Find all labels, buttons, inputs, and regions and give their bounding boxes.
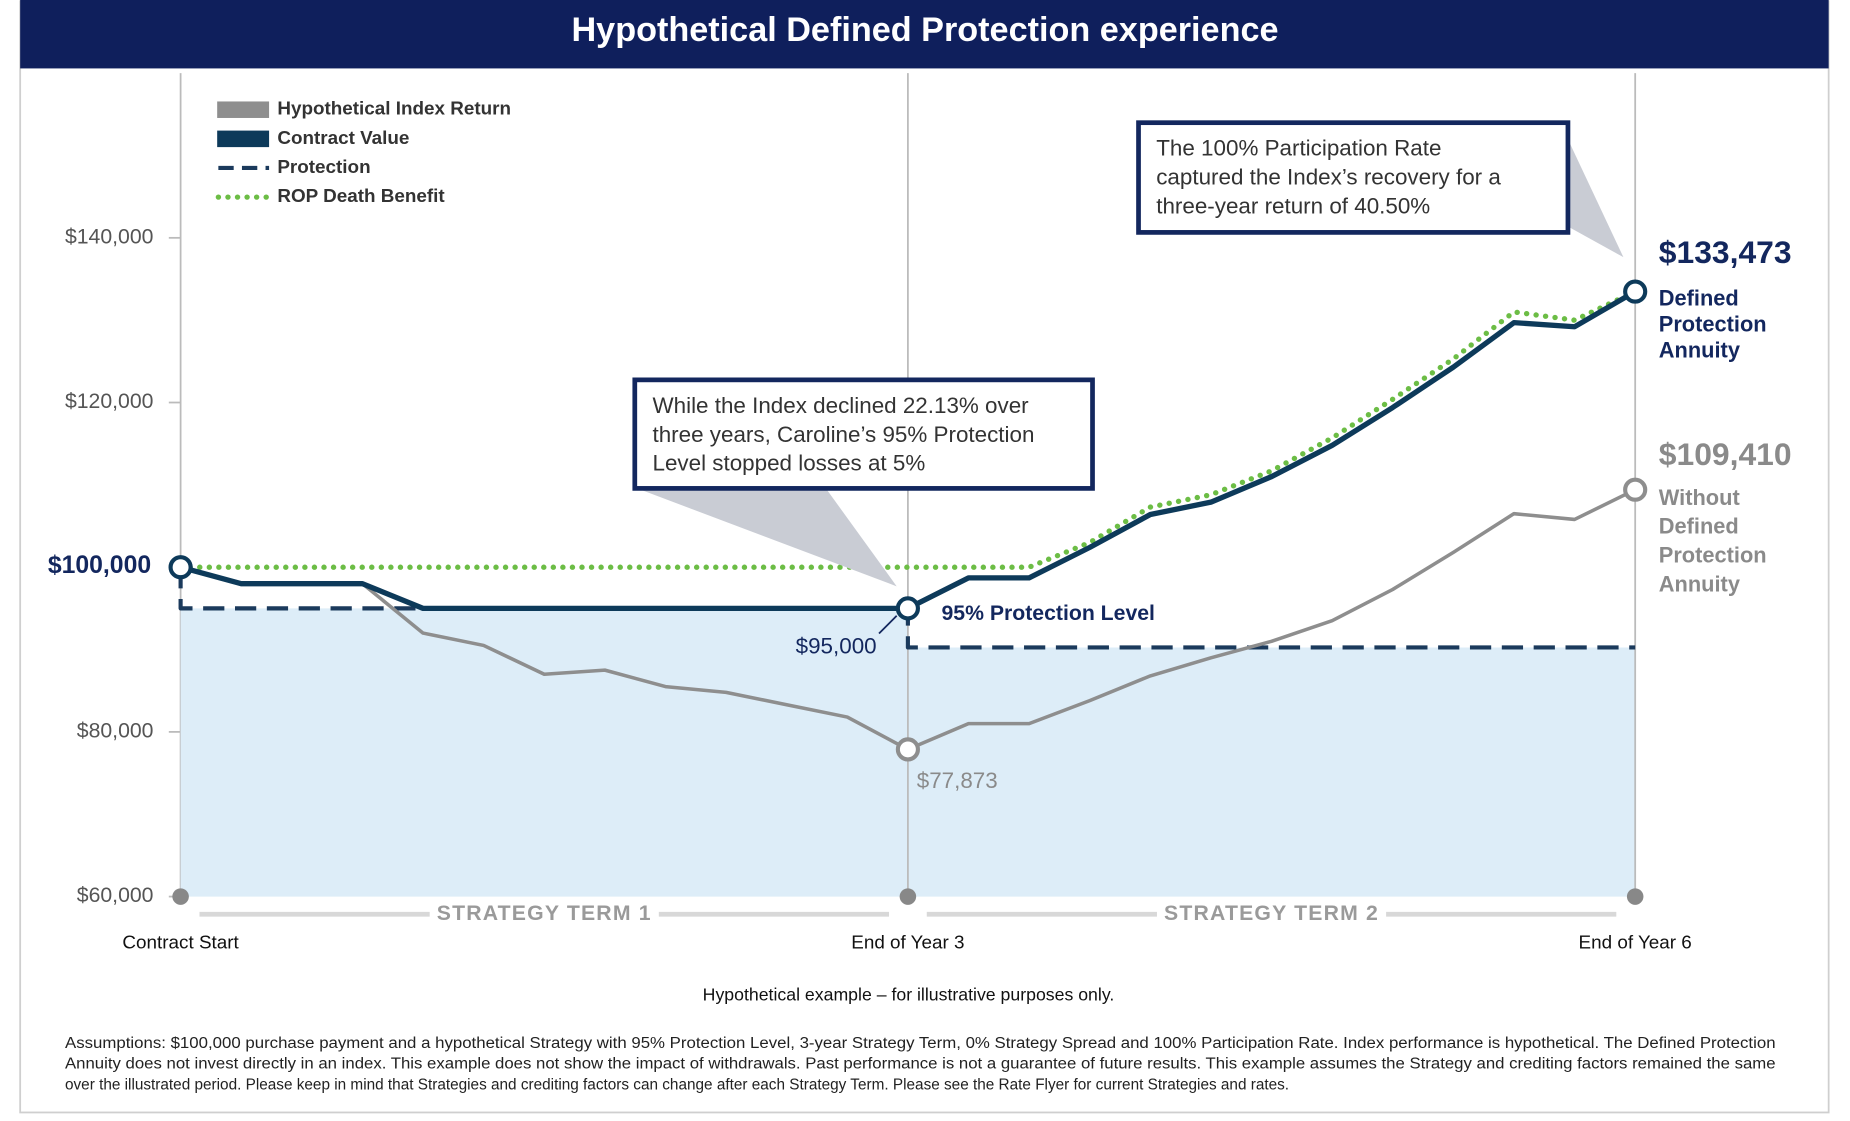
term-label-bg bbox=[1156, 901, 1387, 928]
point-marker bbox=[1623, 477, 1648, 502]
point-marker bbox=[1623, 279, 1648, 304]
value-label: $109,410 bbox=[1659, 436, 1792, 472]
callout-text: While the Index declined 22.13% over bbox=[652, 393, 1029, 418]
x-tick-label: End of Year 6 bbox=[1579, 932, 1692, 953]
series-description: Defined bbox=[1659, 285, 1739, 310]
term-label-bg bbox=[429, 901, 659, 928]
series-description: Protection bbox=[1659, 311, 1767, 336]
y-tick-label: $80,000 bbox=[77, 719, 154, 742]
callout-text: three-year return of 40.50% bbox=[1156, 194, 1430, 219]
callout-text: captured the Index’s recovery for a bbox=[1156, 165, 1501, 190]
series-description: Without bbox=[1659, 485, 1740, 510]
x-tick-dot bbox=[899, 888, 917, 905]
value-label: $77,873 bbox=[917, 768, 998, 793]
term-label: STRATEGY TERM 2 bbox=[1164, 902, 1379, 925]
legend-swatch bbox=[217, 101, 270, 118]
label-leader bbox=[878, 615, 898, 635]
x-tick-label: End of Year 3 bbox=[851, 932, 964, 953]
legend-label: Hypothetical Index Return bbox=[277, 98, 511, 119]
point-marker bbox=[895, 596, 920, 621]
assumption-line: over the illustrated period. Please keep… bbox=[65, 1076, 1289, 1093]
x-tick-label: Contract Start bbox=[122, 932, 239, 953]
legend-label: Protection bbox=[277, 156, 370, 177]
callout-box bbox=[1136, 120, 1571, 235]
series-description: Annuity bbox=[1659, 571, 1741, 596]
callout-text: The 100% Participation Rate bbox=[1156, 136, 1441, 161]
x-tick-dot bbox=[172, 888, 189, 905]
series-description: Defined bbox=[1659, 514, 1739, 539]
series-line bbox=[177, 288, 1638, 570]
callout-text: Level stopped losses at 5% bbox=[652, 451, 925, 476]
assumption-line: Assumptions: $100,000 purchase payment a… bbox=[65, 1035, 1776, 1052]
value-label: $133,473 bbox=[1659, 234, 1792, 270]
y-tick-label: $60,000 bbox=[77, 884, 154, 907]
legend-label: ROP Death Benefit bbox=[277, 185, 445, 206]
assumption-line: Annuity does not invest directly in an i… bbox=[65, 1056, 1776, 1073]
protection-label: 95% Protection Level bbox=[942, 602, 1155, 625]
callout-box bbox=[632, 377, 1095, 491]
legend-swatch bbox=[217, 130, 270, 148]
point-marker bbox=[895, 737, 920, 762]
value-label: $100,000 bbox=[48, 552, 151, 579]
x-tick-dot bbox=[1626, 888, 1644, 905]
legend-label: Contract Value bbox=[277, 127, 409, 148]
note: Hypothetical example – for illustrative … bbox=[703, 984, 1115, 1004]
y-tick-label: $140,000 bbox=[65, 225, 154, 248]
header-bar bbox=[20, 0, 1829, 69]
series-description: Protection bbox=[1659, 543, 1767, 568]
y-tick-label: $120,000 bbox=[65, 390, 154, 413]
point-marker bbox=[168, 555, 193, 580]
callout-text: three years, Caroline’s 95% Protection bbox=[652, 422, 1034, 447]
value-label: $95,000 bbox=[796, 634, 877, 659]
header-title: Hypothetical Defined Protection experien… bbox=[571, 11, 1278, 49]
term-label: STRATEGY TERM 1 bbox=[437, 902, 652, 925]
series-description: Annuity bbox=[1659, 337, 1741, 362]
